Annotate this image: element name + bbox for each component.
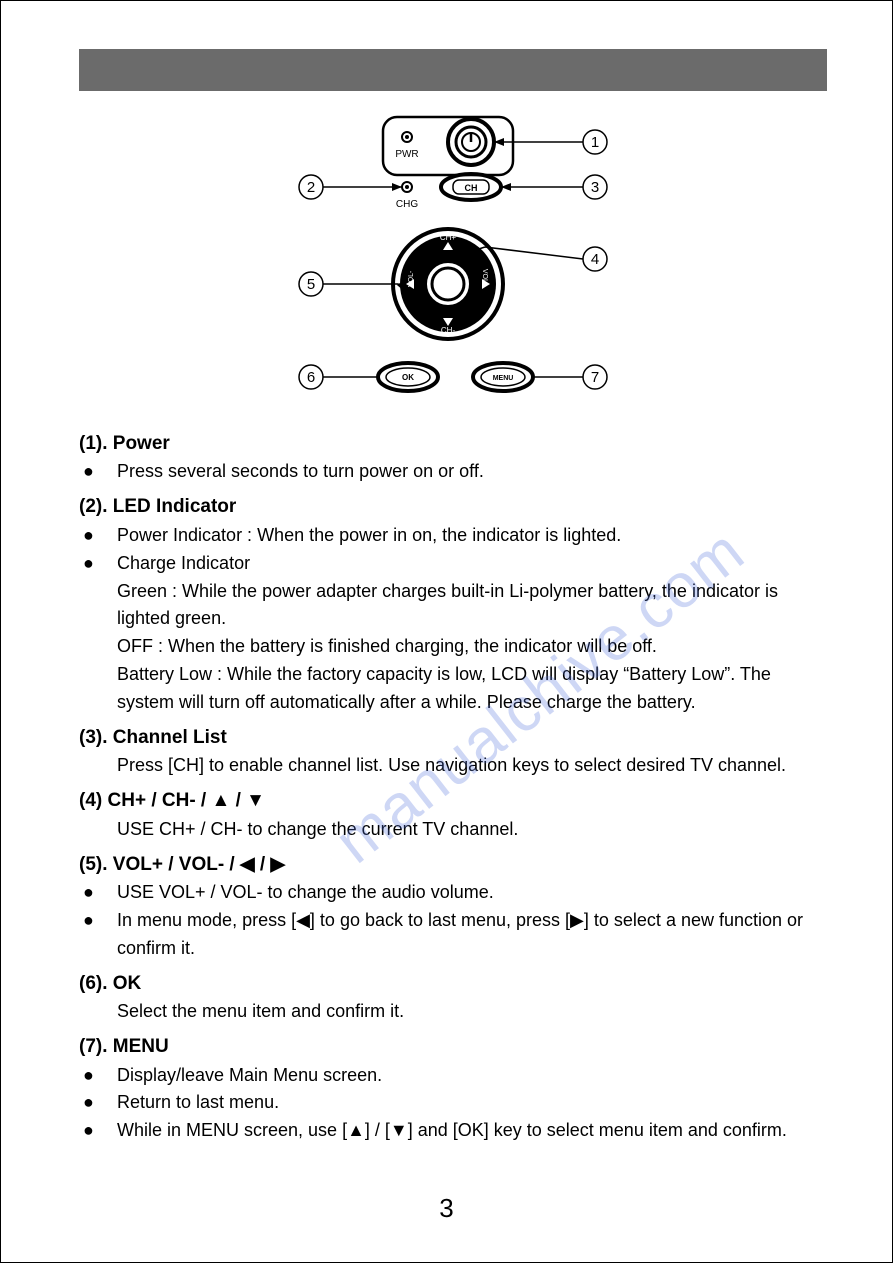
svg-text:7: 7 [591,369,599,386]
bullet-icon: ● [83,879,117,907]
bullet-item: ●USE VOL+ / VOL- to change the audio vol… [79,879,827,907]
header-bar [79,49,827,91]
section-heading: (7). MENU [79,1032,827,1061]
svg-text:CH: CH [465,183,478,193]
section-heading: (4) CH+ / CH- / ▲ / ▼ [79,786,827,815]
svg-text:OK: OK [402,373,414,382]
bullet-icon: ● [83,522,117,550]
bullet-icon: ● [83,458,117,486]
bullet-item: ●Return to last menu. [79,1089,827,1117]
device-diagram: PWR 1 CHG 2 CH [263,109,643,414]
section-heading: (3). Channel List [79,723,827,752]
bullet-text: While in MENU screen, use [▲] / [▼] and … [117,1117,827,1145]
bullet-item: ●Press several seconds to turn power on … [79,458,827,486]
svg-text:CH-: CH- [441,326,456,335]
page-number: 3 [1,1193,892,1224]
svg-text:3: 3 [591,179,599,196]
bullet-item: ●Display/leave Main Menu screen. [79,1062,827,1090]
svg-text:6: 6 [307,369,315,386]
section-heading: (5). VOL+ / VOL- / ◀ / ▶ [79,850,827,879]
bullet-item: ●While in MENU screen, use [▲] / [▼] and… [79,1117,827,1145]
body-text: Press [CH] to enable channel list. Use n… [79,752,827,780]
bullet-icon: ● [83,1062,117,1090]
svg-text:1: 1 [591,134,599,151]
bullet-icon: ● [83,1089,117,1117]
svg-text:CH+: CH+ [440,233,457,242]
section-heading: (6). OK [79,969,827,998]
bullet-item: ●In menu mode, press [◀] to go back to l… [79,907,827,963]
section-heading: (1). Power [79,429,827,458]
svg-text:CHG: CHG [396,199,418,210]
bullet-text: Power Indicator : When the power in on, … [117,522,827,550]
bullet-item: ●Charge Indicator [79,550,827,578]
bullet-item: ●Power Indicator : When the power in on,… [79,522,827,550]
body-text: OFF : When the battery is finished charg… [79,633,827,661]
bullet-text: Charge Indicator [117,550,827,578]
bullet-text: Press several seconds to turn power on o… [117,458,827,486]
pwr-label: PWR [395,149,418,160]
bullet-text: Return to last menu. [117,1089,827,1117]
bullet-text: In menu mode, press [◀] to go back to la… [117,907,827,963]
section-heading: (2). LED Indicator [79,492,827,521]
page: PWR 1 CHG 2 CH [1,1,892,1262]
body-text: Green : While the power adapter charges … [79,578,827,634]
bullet-icon: ● [83,550,117,578]
svg-text:MENU: MENU [493,375,514,382]
svg-text:2: 2 [307,179,315,196]
body-text: Select the menu item and confirm it. [79,998,827,1026]
bullet-text: USE VOL+ / VOL- to change the audio volu… [117,879,827,907]
diagram-container: PWR 1 CHG 2 CH [79,109,827,419]
svg-text:VOL-: VOL- [408,270,415,287]
bullet-icon: ● [83,1117,117,1145]
svg-text:5: 5 [307,276,315,293]
svg-text:VOL+: VOL+ [481,269,488,287]
bullet-text: Display/leave Main Menu screen. [117,1062,827,1090]
bullet-icon: ● [83,907,117,935]
svg-text:4: 4 [591,251,599,268]
body-text: Battery Low : While the factory capacity… [79,661,827,717]
content-body: (1). Power●Press several seconds to turn… [79,429,827,1145]
body-text: USE CH+ / CH- to change the current TV c… [79,816,827,844]
